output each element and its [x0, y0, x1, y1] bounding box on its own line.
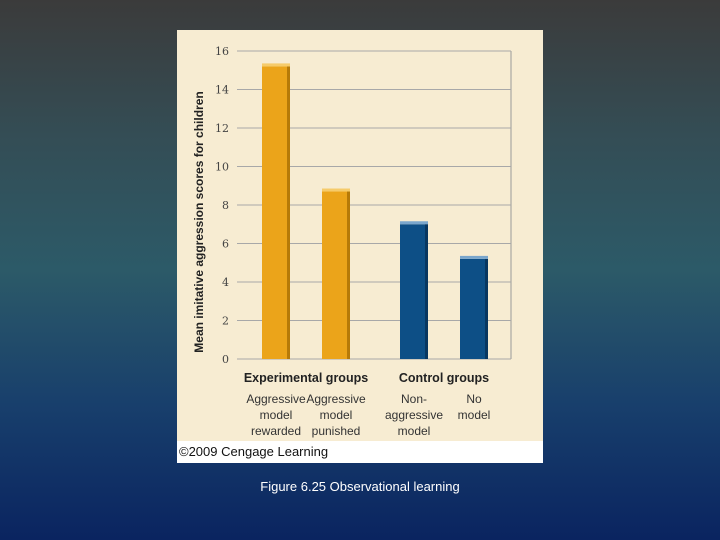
category-label: model: [398, 424, 431, 438]
category-label: punished: [312, 424, 361, 438]
group-title: Control groups: [399, 371, 489, 385]
figure-caption: Figure 6.25 Observational learning: [260, 479, 460, 494]
copyright-credit: ©2009 Cengage Learning: [179, 444, 329, 459]
y-tick-label: 0: [222, 353, 229, 366]
group-title: Experimental groups: [244, 371, 368, 385]
bar-top-cap: [400, 221, 428, 225]
category-label: Aggressive: [246, 392, 306, 406]
category-label: Aggressive: [306, 392, 366, 406]
y-axis-label: Mean imitative aggression scores for chi…: [192, 91, 206, 352]
category-label: model: [260, 408, 293, 422]
bar: [400, 224, 428, 359]
bar: [262, 66, 290, 360]
bar-top-cap: [262, 63, 290, 67]
y-tick-label: 8: [222, 199, 229, 212]
credit-strip: ©2009 Cengage Learning: [177, 441, 543, 463]
y-tick-label: 10: [215, 161, 229, 174]
bar-top-cap: [460, 255, 488, 259]
bar: [460, 258, 488, 359]
y-tick-label: 14: [215, 84, 229, 97]
y-tick-label: 2: [222, 315, 229, 328]
bar-side-shade: [485, 258, 488, 359]
bar-side-shade: [425, 224, 428, 359]
bar-chart: 0 2 4 6 8 10 12 14 16 Mean imitative aggression …: [192, 45, 512, 438]
y-tick-label: 6: [222, 238, 229, 251]
bar-top-cap: [322, 188, 350, 192]
y-tick-label: 12: [215, 122, 229, 135]
category-label: model: [320, 408, 353, 422]
category-label: No: [466, 392, 482, 406]
category-label: aggressive: [385, 408, 443, 422]
bar-side-shade: [287, 66, 290, 360]
category-label: model: [458, 408, 491, 422]
figure-panel: 0 2 4 6 8 10 12 14 16 Mean imitative aggression …: [177, 30, 543, 463]
category-label: Non-: [401, 392, 427, 406]
bar-side-shade: [347, 191, 350, 359]
bar: [322, 191, 350, 359]
y-tick-label: 4: [222, 276, 229, 289]
y-tick-label: 16: [215, 45, 229, 58]
category-label: rewarded: [251, 424, 301, 438]
